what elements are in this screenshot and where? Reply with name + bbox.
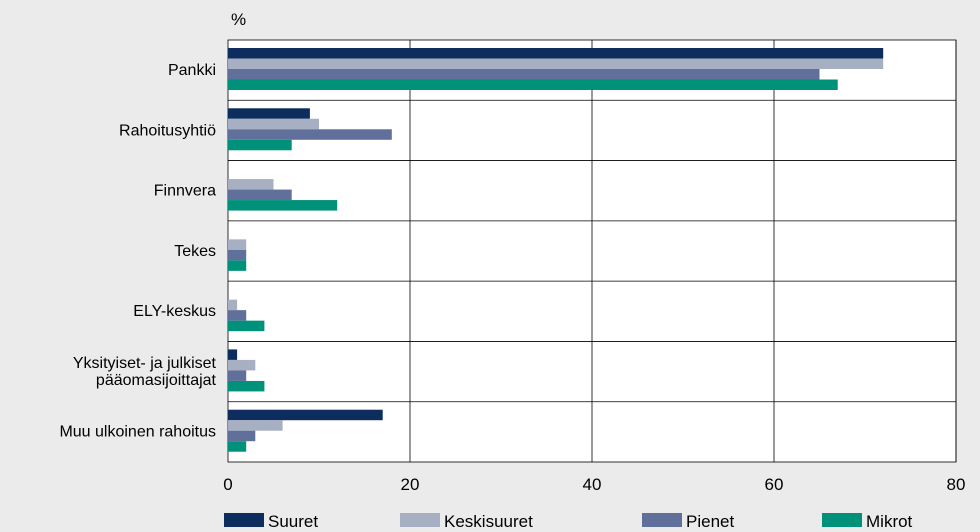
bar-pienet-6	[228, 430, 256, 442]
category-label: Rahoitusyhtiö	[119, 122, 216, 139]
bar-mikrot-4	[228, 320, 265, 332]
bar-keskisuuret-6	[228, 420, 283, 431]
bar-keskisuuret-4	[228, 299, 238, 311]
bar-pienet-4	[228, 310, 247, 321]
legend-swatch-keskisuuret	[400, 513, 440, 527]
bar-mikrot-6	[228, 441, 247, 452]
legend: Suuret Keskisuuret Pienet Mikrot	[224, 512, 913, 531]
bar-suuret-5	[228, 349, 238, 360]
bar-mikrot-0	[228, 79, 838, 90]
category-labels: Pankki Rahoitusyhtiö Finnvera Tekes ELY-kesk…	[59, 62, 216, 441]
bar-pienet-1	[228, 129, 392, 140]
category-label: pääomasijoittajat	[96, 372, 217, 389]
x-tick-label: 60	[765, 475, 784, 494]
x-tick-label: 40	[583, 475, 602, 494]
x-tick-label: 20	[401, 475, 420, 494]
x-tick-label: 80	[947, 475, 966, 494]
category-label: Finnvera	[154, 183, 216, 200]
bar-keskisuuret-3	[228, 239, 247, 250]
bar-suuret-6	[228, 409, 383, 421]
bar-pienet-0	[228, 69, 820, 80]
bar-pienet-2	[228, 189, 292, 201]
unit-label: %	[231, 10, 246, 29]
bar-pienet-3	[228, 249, 247, 261]
bar-mikrot-5	[228, 380, 265, 392]
gridlines	[227, 39, 957, 463]
legend-label-pienet: Pienet	[686, 512, 734, 531]
legend-label-keskisuuret: Keskisuuret	[444, 512, 533, 531]
bar-mikrot-2	[228, 200, 338, 211]
bar-keskisuuret-5	[228, 359, 256, 371]
legend-swatch-suuret	[224, 513, 264, 527]
legend-label-mikrot: Mikrot	[866, 512, 913, 531]
category-label: Yksityiset- ja julkiset	[73, 355, 217, 372]
bar-keskisuuret-2	[228, 179, 274, 190]
category-label: Pankki	[168, 62, 216, 79]
bar-mikrot-1	[228, 139, 292, 151]
x-tick-labels: 0 20 40 60 80	[223, 475, 965, 494]
category-label: Muu ulkoinen rahoitus	[59, 424, 216, 441]
legend-label-suuret: Suuret	[268, 512, 318, 531]
category-label: ELY-keskus	[133, 303, 216, 320]
bar-suuret-0	[228, 48, 884, 59]
legend-swatch-pienet	[642, 513, 682, 527]
bar-suuret-1	[228, 108, 310, 119]
legend-swatch-mikrot	[822, 513, 862, 527]
bar-keskisuuret-1	[228, 118, 319, 130]
bar-pienet-5	[228, 370, 247, 381]
x-tick-label: 0	[223, 475, 232, 494]
bar-keskisuuret-0	[228, 58, 884, 69]
bar-series	[228, 48, 884, 452]
category-label: Tekes	[174, 243, 216, 260]
bar-mikrot-3	[228, 260, 247, 271]
